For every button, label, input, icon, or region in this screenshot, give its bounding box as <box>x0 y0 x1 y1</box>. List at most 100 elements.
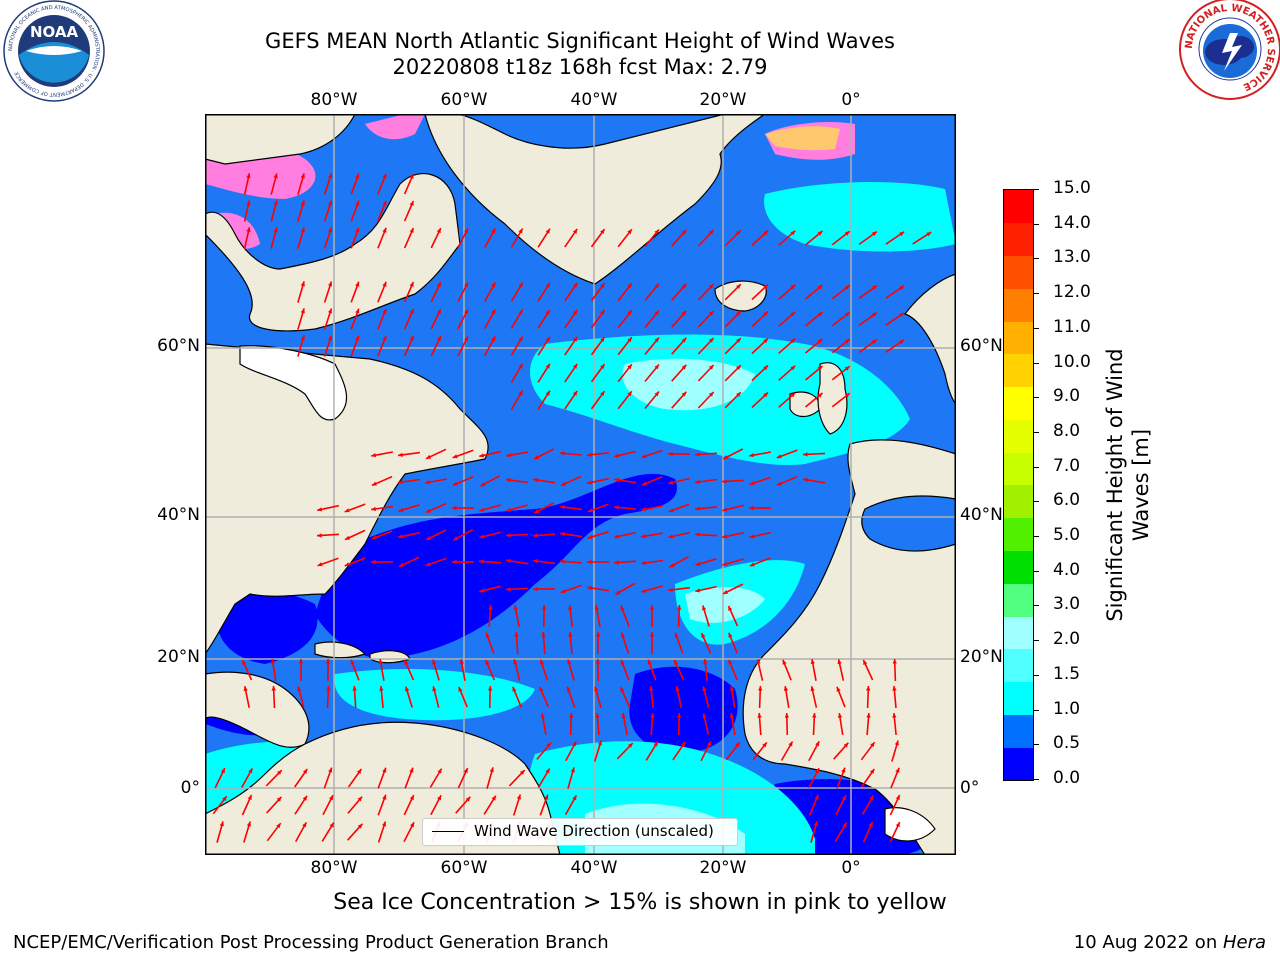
wind-wave-arrowhead <box>404 659 409 665</box>
wind-wave-arrowhead <box>569 713 574 718</box>
wind-wave-arrowhead <box>790 338 796 344</box>
wind-wave-arrowhead <box>587 559 592 565</box>
wind-wave-arrowhead <box>276 823 281 829</box>
wind-wave-arrowhead <box>842 795 846 801</box>
wind-wave-arrowhead <box>518 336 523 342</box>
wind-wave-arrowhead <box>506 507 512 512</box>
wind-wave-arrowhead <box>695 561 701 566</box>
wind-wave-arrowhead <box>545 282 550 288</box>
wind-wave-arrowhead <box>899 312 905 318</box>
wind-wave-arrowhead <box>790 311 796 317</box>
wind-wave-arrowhead <box>410 822 414 828</box>
wind-wave-arrowhead <box>273 173 278 179</box>
wind-wave-arrowhead <box>762 742 767 748</box>
wind-wave-arrowhead <box>357 796 363 802</box>
colorbar-tick-mark <box>1033 605 1039 607</box>
wind-wave-arrowhead <box>702 686 707 692</box>
wind-wave-arrowhead <box>572 336 578 342</box>
wind-wave-arrowhead <box>355 308 360 314</box>
wind-wave-arrowhead <box>491 336 496 342</box>
wind-wave-arrowhead <box>222 796 227 802</box>
noaa-logo: NOAA NATIONAL OCEANIC AND ATMOSPHERIC AD… <box>3 0 105 102</box>
wind-wave-arrowhead <box>784 713 789 718</box>
wind-wave-arrowhead <box>437 795 442 801</box>
wind-wave-arrowhead <box>668 508 674 513</box>
wind-wave-arrowhead <box>398 452 403 457</box>
wind-wave-arrowhead <box>844 231 850 236</box>
wind-wave-arrowhead <box>813 821 818 827</box>
wind-wave-arrowhead <box>627 310 632 316</box>
wind-wave-arrowhead <box>382 794 387 800</box>
wind-wave-arrowhead <box>627 283 632 289</box>
wind-wave-arrowhead <box>560 589 566 594</box>
wind-wave-arrowhead <box>736 338 741 343</box>
wind-wave-arrowhead <box>677 605 682 610</box>
wind-wave-arrowhead <box>837 659 842 665</box>
map-legend: Wind Wave Direction (unscaled) <box>422 818 738 846</box>
wind-wave-arrowhead <box>479 559 484 564</box>
wind-wave-arrowhead <box>458 686 463 692</box>
lat-tick-right: 0° <box>960 778 980 798</box>
wind-wave-arrowhead <box>545 768 550 774</box>
wind-wave-arrowhead <box>545 309 550 315</box>
wind-wave-arrowhead <box>736 284 741 289</box>
wind-wave-arrowhead <box>464 228 468 234</box>
wind-wave-arrowhead <box>270 659 276 664</box>
wind-wave-arrowhead <box>491 795 496 801</box>
colorbar-tick-mark <box>1033 779 1039 780</box>
wind-wave-arrowhead <box>566 686 571 692</box>
colorbar-tick-mark <box>1033 431 1039 433</box>
wind-wave-arrowhead <box>545 336 550 342</box>
wind-wave-arrowhead <box>681 337 687 343</box>
wind-wave-arrowhead <box>405 686 410 692</box>
wind-wave-arrowhead <box>506 587 511 592</box>
wind-wave-arrowhead <box>426 535 432 540</box>
wind-wave-arrowhead <box>436 228 441 234</box>
wind-wave-arrowhead <box>328 227 333 233</box>
wind-wave-arrowhead <box>300 281 305 287</box>
wind-wave-arrowhead <box>513 659 518 665</box>
wind-wave-arrowhead <box>382 200 387 206</box>
wind-wave-arrowhead <box>776 481 782 486</box>
wind-wave-arrowhead <box>708 311 714 316</box>
chart-title: GEFS MEAN North Atlantic Significant Hei… <box>265 29 895 53</box>
wind-wave-arrowhead <box>452 481 458 486</box>
wind-wave-arrowhead <box>409 227 414 233</box>
wind-wave-arrowhead <box>246 227 251 233</box>
wind-wave-arrowhead <box>344 562 350 567</box>
wind-wave-arrowhead <box>817 393 823 398</box>
colorbar-tick-label: 0.0 <box>1053 768 1081 788</box>
lon-tick-top: 60°W <box>440 90 488 110</box>
wind-wave-arrowhead <box>518 309 523 315</box>
wind-wave-arrowhead <box>844 366 850 371</box>
wind-wave-arrowhead <box>707 741 711 747</box>
wind-wave-arrowhead <box>866 686 871 691</box>
wind-wave-arrowhead <box>479 453 485 458</box>
lon-tick-bottom: 0° <box>841 858 861 878</box>
footer-credit: NCEP/EMC/Verification Post Processing Pr… <box>13 932 609 953</box>
wind-wave-arrowhead <box>614 534 620 539</box>
wind-wave-arrowhead <box>464 336 468 342</box>
wind-wave-arrowhead <box>409 308 414 314</box>
wind-wave-arrowhead <box>409 767 414 773</box>
wind-wave-arrowhead <box>790 392 796 398</box>
wind-wave-arrowhead <box>300 173 305 179</box>
wind-wave-arrowhead <box>464 309 468 315</box>
wind-wave-arrowhead <box>382 308 387 314</box>
wind-wave-arrowhead <box>756 659 761 665</box>
wind-wave-arrowhead <box>436 309 441 315</box>
lon-tick-bottom: 60°W <box>440 858 488 878</box>
wind-wave-arrowhead <box>649 605 654 610</box>
wind-wave-arrowhead <box>641 534 646 539</box>
wind-wave-arrowhead <box>892 686 897 691</box>
colorbar-segment <box>1004 190 1033 224</box>
colorbar-tick-label: 4.0 <box>1053 559 1081 580</box>
wind-wave-arrowhead <box>641 481 647 486</box>
wind-wave-arrowhead <box>620 687 625 692</box>
wind-wave-arrowhead <box>246 821 251 827</box>
wind-wave-arrowhead <box>379 686 384 691</box>
wind-wave-arrowhead <box>248 768 253 774</box>
wind-wave-arrowhead <box>681 391 687 397</box>
wind-wave-arrowhead <box>722 507 728 512</box>
wind-wave-arrowhead <box>681 283 687 289</box>
